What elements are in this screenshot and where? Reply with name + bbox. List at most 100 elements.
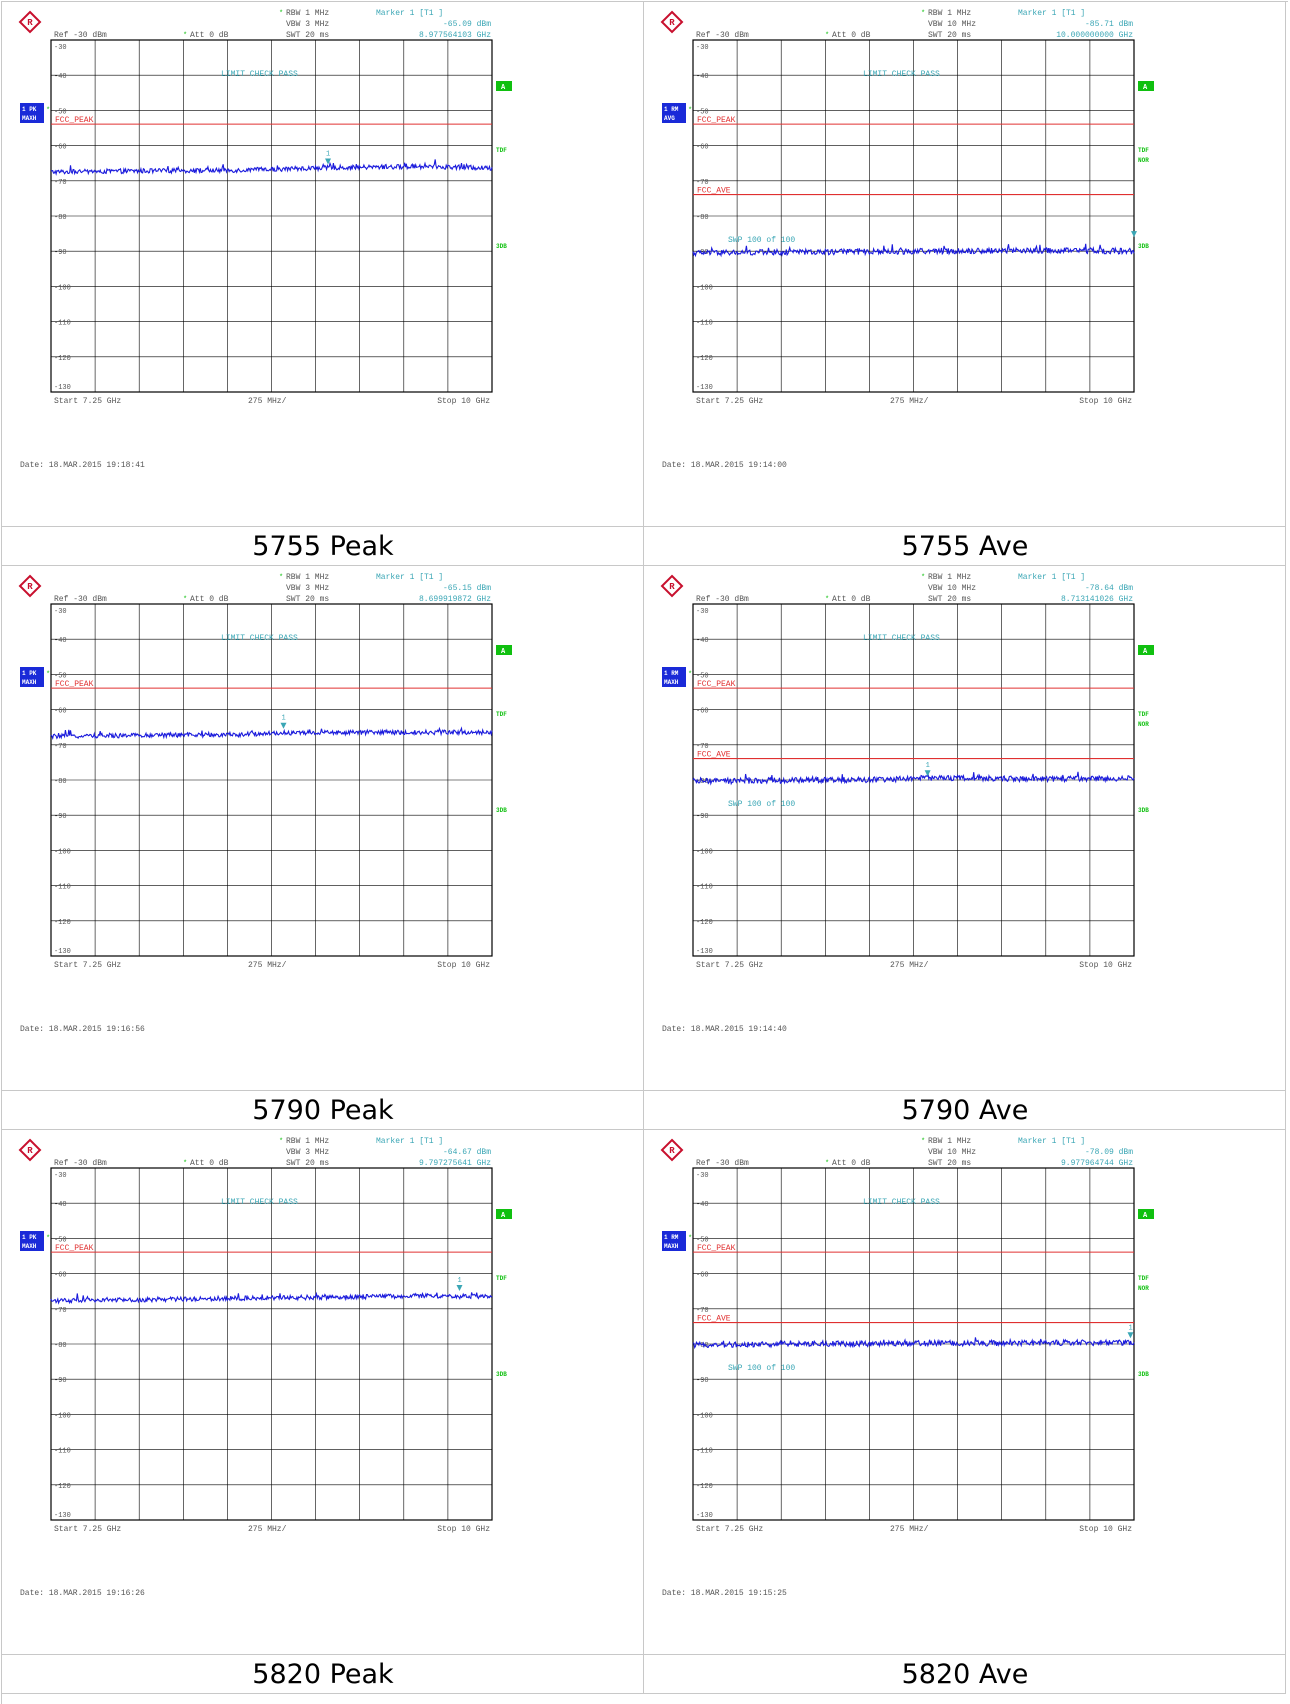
svg-text:R: R xyxy=(27,1146,33,1156)
marker-number-label: 1 xyxy=(282,715,286,723)
marker-title: Marker 1 [T1 ] xyxy=(1018,1137,1085,1146)
y-tick-label: -80 xyxy=(696,1342,709,1350)
limit-line-label: FCC_AVE xyxy=(697,1315,731,1324)
badge-star-icon: * xyxy=(46,107,50,115)
marker-level: -85.71 dBm xyxy=(1085,20,1133,29)
y-tick-label: -70 xyxy=(54,179,67,187)
limit-check-status: LIMIT CHECK PASS xyxy=(863,70,940,79)
3db-indicator: 3DB xyxy=(1138,807,1149,814)
plot-gridlines xyxy=(693,40,1134,392)
marker-triangle-icon[interactable] xyxy=(1131,231,1137,238)
y-tick-label: -90 xyxy=(696,813,709,821)
start-frequency-label: Start 7.25 GHz xyxy=(54,1525,121,1534)
marker-triangle-icon[interactable] xyxy=(325,158,332,165)
y-tick-label: -60 xyxy=(54,144,67,152)
spectrum-trace-line xyxy=(50,1291,493,1305)
y-tick-label: -130 xyxy=(696,1512,713,1520)
measurement-date-label: Date: 18.MAR.2015 19:18:41 xyxy=(20,461,145,470)
marker-frequency: 9.977964744 GHz xyxy=(1061,1159,1133,1168)
rbw-star-icon: * xyxy=(921,1138,925,1146)
swt-label: SWT 20 ms xyxy=(928,595,971,604)
y-tick-label: -120 xyxy=(696,355,713,363)
vbw-label: VBW 3 MHz xyxy=(286,584,329,593)
ref-level-label: Ref -30 dBm xyxy=(696,1159,749,1168)
marker-triangle-icon[interactable] xyxy=(456,1285,463,1292)
stop-frequency-label: Stop 10 GHz xyxy=(1079,961,1132,970)
marker-triangle-icon[interactable] xyxy=(280,722,287,729)
swt-label: SWT 20 ms xyxy=(928,31,971,40)
3db-indicator: 3DB xyxy=(496,243,507,250)
y-tick-label: -130 xyxy=(54,384,71,392)
sweep-count-label: SWP 100 of 100 xyxy=(728,800,795,809)
trace-mode-badge xyxy=(662,1231,686,1251)
vbw-label: VBW 3 MHz xyxy=(286,20,329,29)
measurement-date-label: Date: 18.MAR.2015 19:15:25 xyxy=(662,1589,787,1598)
limit-line-label: FCC_PEAK xyxy=(697,680,736,689)
plot-frame xyxy=(50,603,493,957)
y-tick-label: -110 xyxy=(696,320,713,328)
start-frequency-label: Start 7.25 GHz xyxy=(696,397,763,406)
marker-frequency: 10.000000000 GHz xyxy=(1056,31,1133,40)
tdf-indicator: TDF xyxy=(1138,1275,1149,1282)
svg-text:R: R xyxy=(669,1146,675,1156)
trace-mode-badge-line2: MAXH xyxy=(22,115,37,122)
sweep-count-label: SWP 100 of 100 xyxy=(728,1364,795,1373)
marker-title: Marker 1 [T1 ] xyxy=(1018,573,1085,582)
limit-line-label: FCC_PEAK xyxy=(55,1244,94,1253)
a-indicator xyxy=(496,645,512,655)
y-tick-label: -90 xyxy=(54,1377,67,1385)
limit-check-status: LIMIT CHECK PASS xyxy=(221,70,298,79)
marker-triangle-icon[interactable] xyxy=(924,770,931,777)
rohde-schwarz-logo-icon: R xyxy=(660,574,684,598)
svg-text:R: R xyxy=(27,582,33,592)
marker-triangle-icon[interactable] xyxy=(1127,1332,1134,1339)
att-star-icon: * xyxy=(825,1160,829,1168)
y-tick-label: -110 xyxy=(54,320,71,328)
panel-caption: 5820 Peak xyxy=(2,1654,643,1693)
limit-line-label: FCC_AVE xyxy=(697,751,731,760)
y-tick-label: -80 xyxy=(54,778,67,786)
spectrum-panel: R * RBW 1 MHz VBW 3 MHz SWT 20 ms Ref -30 dBm… xyxy=(2,1130,644,1694)
nor-indicator: NOR xyxy=(1138,1285,1149,1292)
plot-frame xyxy=(692,603,1135,957)
y-tick-label: -130 xyxy=(54,1512,71,1520)
y-tick-label: -40 xyxy=(696,637,709,645)
badge-star-icon: * xyxy=(46,671,50,679)
spectrum-plot: R * RBW 1 MHz VBW 3 MHz SWT 20 ms Ref -30 dBm… xyxy=(2,1130,643,1654)
start-frequency-label: Start 7.25 GHz xyxy=(54,397,121,406)
3db-indicator: 3DB xyxy=(1138,1371,1149,1378)
y-tick-label: -30 xyxy=(54,608,67,616)
y-tick-label: -110 xyxy=(54,1448,71,1456)
ref-level-label: Ref -30 dBm xyxy=(696,595,749,604)
att-star-icon: * xyxy=(183,32,187,40)
spectrum-panel: R * RBW 1 MHz VBW 10 MHz SWT 20 ms Ref -30 dB… xyxy=(644,566,1286,1130)
tdf-indicator: TDF xyxy=(496,1275,507,1282)
vbw-label: VBW 10 MHz xyxy=(928,1148,976,1157)
trace-mode-badge xyxy=(662,667,686,687)
measurement-date-label: Date: 18.MAR.2015 19:16:26 xyxy=(20,1589,145,1598)
attenuation-label: Att 0 dB xyxy=(190,1159,229,1168)
spectrum-trace-line xyxy=(692,243,1135,258)
vbw-label: VBW 3 MHz xyxy=(286,1148,329,1157)
spectrum-plot: R * RBW 1 MHz VBW 3 MHz SWT 20 ms Ref -30 dBm… xyxy=(2,566,643,1090)
start-frequency-label: Start 7.25 GHz xyxy=(696,1525,763,1534)
span-per-division-label: 275 MHz/ xyxy=(890,961,929,970)
attenuation-label: Att 0 dB xyxy=(832,1159,871,1168)
y-tick-label: -50 xyxy=(696,672,709,680)
rbw-label: RBW 1 MHz xyxy=(286,9,329,18)
stop-frequency-label: Stop 10 GHz xyxy=(1079,1525,1132,1534)
y-tick-label: -40 xyxy=(696,1201,709,1209)
trace-mode-badge-line1: 1 PK xyxy=(22,106,37,113)
attenuation-label: Att 0 dB xyxy=(190,595,229,604)
panel-caption: 5755 Peak xyxy=(2,526,643,565)
limit-line-label: FCC_PEAK xyxy=(697,1244,736,1253)
y-tick-label: -130 xyxy=(696,384,713,392)
3db-indicator: 3DB xyxy=(496,1371,507,1378)
marker-number-label: 1 xyxy=(926,762,930,770)
ref-level-label: Ref -30 dBm xyxy=(54,595,107,604)
trace-mode-badge-line1: 1 RM xyxy=(664,1234,679,1241)
tdf-indicator: TDF xyxy=(1138,147,1149,154)
